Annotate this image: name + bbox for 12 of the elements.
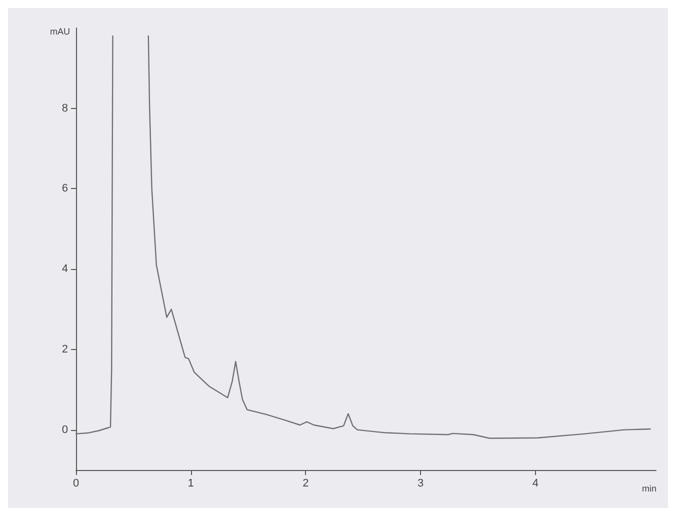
y-tick-label: 6	[62, 182, 68, 195]
x-tick-label: 2	[302, 478, 309, 490]
x-tick-label: 3	[417, 478, 424, 490]
y-tick-label: 2	[62, 343, 68, 356]
y-tick-label: 4	[62, 263, 68, 276]
x-tick-label: 4	[532, 478, 538, 490]
y-axis-title: mAU	[50, 26, 70, 36]
y-tick-label: 8	[62, 102, 68, 114]
x-tick-label: 0	[72, 478, 80, 490]
x-axis-title: min	[642, 484, 657, 494]
y-tick-label: 0	[62, 424, 68, 436]
x-tick-label: 1	[188, 478, 194, 490]
